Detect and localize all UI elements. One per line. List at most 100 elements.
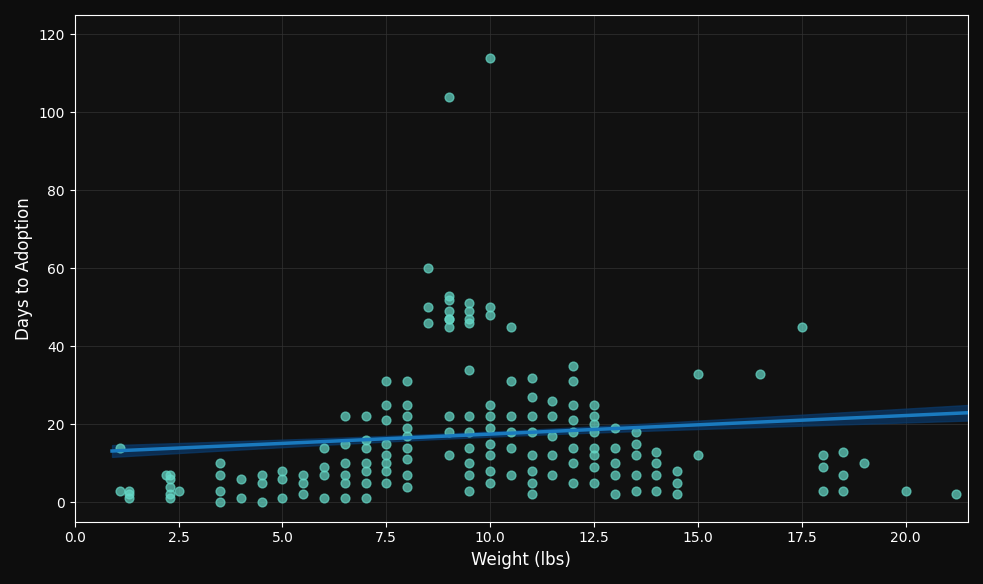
Point [524, 478, 540, 488]
Point [649, 447, 665, 456]
Point [649, 458, 665, 468]
Point [586, 427, 602, 437]
Point [462, 427, 478, 437]
Point [317, 463, 332, 472]
Point [399, 377, 415, 386]
Point [337, 470, 353, 479]
Point [254, 498, 269, 507]
Point [399, 482, 415, 491]
Point [358, 467, 374, 476]
Point [162, 470, 178, 479]
Point [565, 416, 581, 425]
Point [171, 486, 187, 495]
X-axis label: Weight (lbs): Weight (lbs) [472, 551, 571, 569]
Point [483, 412, 498, 421]
Point [440, 92, 456, 102]
Point [158, 470, 174, 479]
Point [815, 463, 831, 472]
Point [317, 470, 332, 479]
Point [607, 443, 622, 453]
Point [607, 458, 622, 468]
Point [337, 493, 353, 503]
Point [337, 458, 353, 468]
Point [483, 423, 498, 433]
Point [399, 423, 415, 433]
Point [483, 439, 498, 449]
Point [483, 303, 498, 312]
Point [378, 416, 394, 425]
Point [440, 291, 456, 300]
Point [295, 470, 311, 479]
Point [378, 467, 394, 476]
Point [524, 373, 540, 382]
Point [545, 451, 560, 460]
Point [462, 458, 478, 468]
Point [121, 486, 137, 495]
Point [565, 478, 581, 488]
Point [420, 318, 435, 328]
Point [378, 439, 394, 449]
Point [586, 419, 602, 429]
Point [462, 443, 478, 453]
Point [317, 493, 332, 503]
Point [337, 412, 353, 421]
Point [545, 412, 560, 421]
Point [586, 443, 602, 453]
Point [524, 451, 540, 460]
Point [565, 400, 581, 409]
Point [162, 474, 178, 484]
Point [399, 412, 415, 421]
Point [462, 470, 478, 479]
Point [440, 295, 456, 304]
Point [440, 322, 456, 332]
Point [358, 493, 374, 503]
Point [358, 412, 374, 421]
Point [212, 486, 228, 495]
Point [378, 377, 394, 386]
Point [233, 493, 249, 503]
Point [690, 369, 706, 378]
Point [317, 443, 332, 453]
Point [378, 458, 394, 468]
Point [233, 474, 249, 484]
Point [399, 400, 415, 409]
Point [420, 303, 435, 312]
Point [586, 400, 602, 409]
Point [483, 478, 498, 488]
Point [524, 392, 540, 402]
Point [399, 455, 415, 464]
Point [399, 443, 415, 453]
Point [462, 318, 478, 328]
Point [503, 322, 519, 332]
Point [628, 427, 644, 437]
Point [162, 482, 178, 491]
Point [586, 451, 602, 460]
Point [545, 396, 560, 405]
Point [565, 377, 581, 386]
Point [274, 467, 290, 476]
Point [483, 451, 498, 460]
Point [628, 486, 644, 495]
Point [337, 439, 353, 449]
Point [586, 412, 602, 421]
Point [524, 412, 540, 421]
Point [503, 470, 519, 479]
Point [399, 432, 415, 441]
Point [378, 478, 394, 488]
Point [524, 467, 540, 476]
Point [483, 467, 498, 476]
Point [462, 365, 478, 374]
Point [112, 443, 128, 453]
Point [483, 53, 498, 62]
Point [121, 490, 137, 499]
Point [462, 486, 478, 495]
Point [503, 443, 519, 453]
Point [440, 451, 456, 460]
Point [274, 474, 290, 484]
Point [462, 307, 478, 316]
Point [462, 412, 478, 421]
Point [440, 314, 456, 324]
Point [295, 490, 311, 499]
Point [462, 299, 478, 308]
Point [483, 311, 498, 320]
